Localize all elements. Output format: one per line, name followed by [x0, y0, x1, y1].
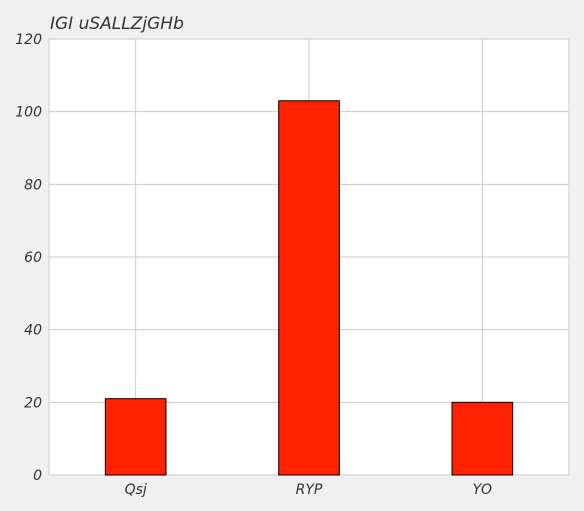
x-tick-label: Qsj	[125, 482, 147, 498]
bar-yo	[451, 401, 514, 476]
y-tick-label: 0	[33, 468, 42, 484]
y-tick-label: 80	[24, 177, 42, 193]
y-tick-label: 60	[24, 250, 42, 266]
bar-ryp	[278, 100, 340, 476]
bars	[104, 100, 514, 476]
y-tick-label: 100	[15, 105, 42, 121]
bar-qsj	[104, 398, 167, 476]
y-tick-label: 120	[15, 32, 42, 48]
y-axis-ticks: 0 20 40 60 80 100 120	[15, 32, 42, 484]
x-tick-label: RYP	[296, 482, 323, 498]
chart-title: IGI uSALLZjGHb	[50, 14, 184, 34]
y-tick-label: 40	[24, 323, 42, 339]
x-axis-ticks: Qsj RYP YO	[125, 482, 492, 498]
y-tick-label: 20	[24, 395, 42, 411]
x-tick-label: YO	[473, 482, 492, 498]
